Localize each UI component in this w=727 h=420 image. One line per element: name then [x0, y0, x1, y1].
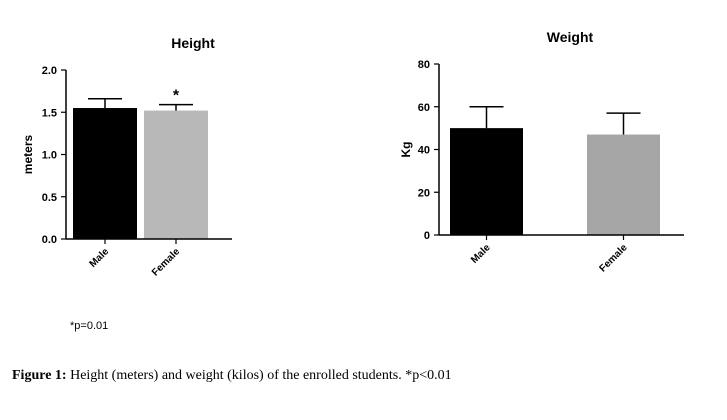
caption-label: Figure 1:: [12, 368, 67, 383]
weight-bar-male: [450, 128, 523, 235]
height-y-tick-label: 2.0: [42, 65, 57, 77]
height-x-tick-label-female: Female: [150, 246, 182, 278]
weight-y-tick-label: 80: [418, 59, 430, 71]
height-chart-title: Height: [171, 35, 215, 51]
figure-caption: Figure 1: Height (meters) and weight (ki…: [12, 368, 452, 384]
weight-y-tick-label: 0: [424, 230, 430, 242]
height-bar-female: [144, 110, 208, 239]
weight-chart: Weight Kg Male Female 0 20 40 60 80: [399, 29, 684, 274]
weight-y-tick-label: 60: [418, 102, 430, 114]
caption-text: Height (meters) and weight (kilos) of th…: [66, 368, 452, 383]
height-y-axis-label: meters: [21, 134, 35, 174]
height-y-tick-label: 0.5: [42, 192, 57, 204]
height-bar-male: [73, 108, 137, 240]
height-chart: Height meters Male Female * 0.0 0.5 1.0 1.5 2.0: [21, 35, 232, 278]
weight-y-axis-label: Kg: [399, 142, 413, 158]
weight-y-tick-label: 40: [418, 145, 430, 157]
height-significance-marker: *: [173, 88, 180, 105]
weight-y-tick-label: 20: [418, 187, 430, 199]
weight-x-tick-label-female: Female: [597, 242, 629, 274]
height-x-tick-label-male: Male: [88, 246, 112, 270]
footnote: *p=0.01: [70, 320, 109, 332]
weight-x-tick-label-male: Male: [469, 242, 493, 266]
weight-chart-title: Weight: [547, 29, 594, 45]
height-y-tick-label: 1.5: [42, 107, 57, 119]
height-y-tick-label: 0.0: [42, 234, 57, 246]
weight-bar-female: [587, 134, 660, 235]
height-y-tick-label: 1.0: [42, 150, 57, 162]
